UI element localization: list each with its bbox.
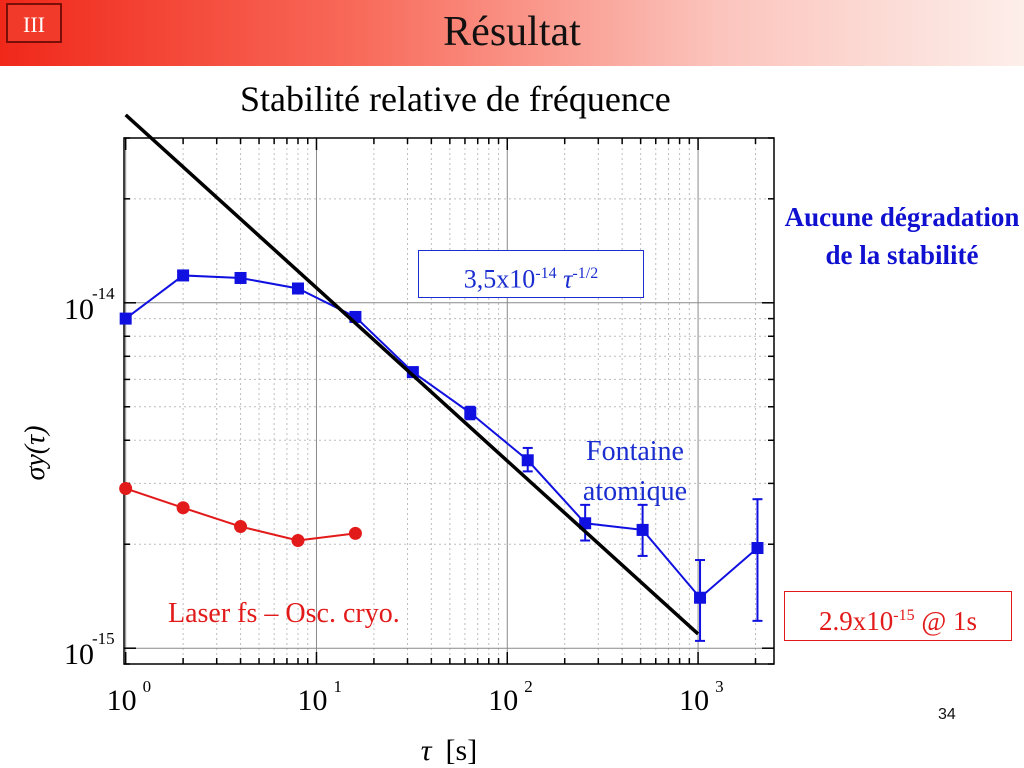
result-suffix: @ 1s	[914, 606, 977, 636]
laser-point	[291, 534, 305, 548]
x-tick-label: 10	[488, 684, 518, 717]
x-tick-label-exponent: 3	[715, 677, 724, 696]
fountain-series-label: Fontaine atomique	[582, 436, 688, 507]
x-tick-label-exponent: 2	[524, 677, 533, 696]
fit-label-box: 3,5x10-14 τ-1/2	[418, 250, 644, 298]
fountain-point	[521, 454, 534, 467]
x-tick-label-exponent: 1	[333, 677, 342, 696]
fountain-point	[579, 517, 592, 530]
y-axis-label: σy(τ)	[20, 426, 51, 481]
fountain-point	[119, 312, 132, 325]
fountain-point	[406, 366, 419, 379]
fountain-point	[636, 523, 649, 536]
fit-exponent: -14	[535, 265, 557, 282]
x-tick-label: 10	[297, 684, 327, 717]
fountain-point	[694, 591, 707, 604]
x-tick-label: 10	[107, 684, 137, 717]
header-bar	[0, 0, 1024, 66]
y-tick-label: 10	[64, 638, 94, 671]
page-number: 34	[938, 706, 956, 723]
slide-title: Résultat	[443, 9, 581, 55]
chart-title: Stabilité relative de fréquence	[240, 79, 671, 119]
fit-mantissa: 3,5x10	[463, 264, 536, 294]
fit-power: -1/2	[572, 265, 599, 282]
result-mantissa: 2.9x10	[819, 606, 894, 636]
laser-point	[234, 520, 248, 534]
fountain-point	[751, 542, 764, 555]
x-axis-label: τ [s]	[421, 734, 477, 767]
fit-line-line	[124, 113, 700, 636]
y-tick-label: 10	[64, 293, 94, 326]
laser-series-label: Laser fs – Osc. cryo.	[168, 598, 400, 629]
y-tick-label-exponent: -14	[92, 284, 115, 303]
section-badge: III	[6, 3, 62, 43]
x-tick-label-exponent: 0	[143, 677, 152, 696]
axes-frame	[123, 137, 775, 665]
fountain-point	[234, 271, 247, 284]
fountain-point	[464, 406, 477, 419]
fountain-line	[125, 274, 759, 600]
fit-symbol: τ	[563, 264, 573, 294]
fountain-point	[291, 282, 304, 295]
y-tick-label-exponent: -15	[92, 629, 115, 648]
laser-point	[348, 526, 362, 540]
laser-result-box: 2.9x10-15 @ 1s	[784, 591, 1012, 641]
result-exponent: -15	[893, 607, 915, 624]
laser-point	[119, 481, 133, 495]
fountain-point	[177, 269, 190, 282]
note-no-degradation: Aucune dégradation de la stabilité	[784, 202, 1020, 270]
x-tick-label: 10	[679, 684, 709, 717]
plot-area	[124, 138, 774, 664]
laser-point	[176, 501, 190, 515]
